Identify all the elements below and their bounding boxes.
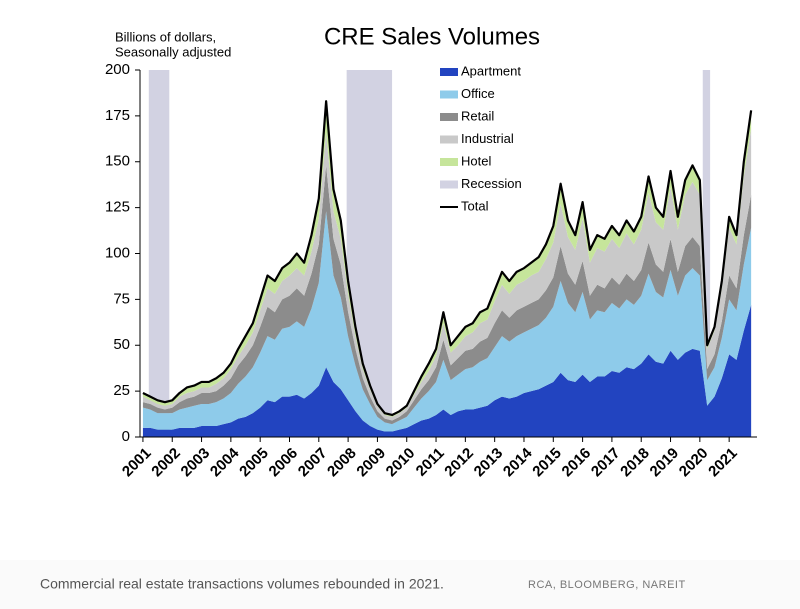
legend-label: Apartment — [461, 63, 521, 78]
legend-swatch — [440, 90, 458, 99]
y-tick-label: 50 — [113, 336, 130, 353]
recession-band — [702, 70, 711, 437]
legend-swatch — [440, 113, 458, 121]
y-tick-label: 0 — [122, 428, 130, 445]
legend-label: Total — [461, 198, 489, 213]
y-tick-label: 75 — [113, 290, 130, 307]
caption-background — [0, 560, 800, 609]
area-hotel — [142, 101, 752, 417]
source: RCA, BLOOMBERG, NAREIT — [528, 579, 686, 591]
y-tick-label: 125 — [105, 199, 130, 216]
area-industrial — [142, 128, 752, 421]
total-line — [142, 100, 753, 417]
y-tick-label: 175 — [105, 107, 130, 124]
legend-swatch — [440, 158, 458, 166]
y-tick-label: 150 — [105, 153, 130, 170]
area-apartment — [142, 304, 752, 437]
y-tick-label: 25 — [113, 382, 130, 399]
y-tick-label: 100 — [105, 244, 130, 261]
area-retail — [142, 165, 752, 425]
legend-label: Hotel — [461, 153, 491, 168]
legend-label: Retail — [461, 108, 494, 123]
legend-swatch — [440, 68, 458, 76]
legend-swatch — [440, 135, 458, 144]
y-tick-label: 200 — [105, 61, 130, 78]
legend-label: Office — [461, 86, 495, 101]
area-office — [142, 211, 752, 432]
y-axis-label: Seasonally adjusted — [115, 44, 231, 59]
recession-band — [148, 70, 170, 437]
legend-label: Recession — [461, 176, 522, 191]
y-axis-label: Billions of dollars, — [115, 29, 216, 44]
legend-label: Industrial — [461, 131, 514, 146]
caption: Commercial real estate transactions volu… — [40, 576, 444, 592]
legend-swatch — [440, 180, 458, 189]
chart-title: CRE Sales Volumes — [324, 23, 540, 50]
